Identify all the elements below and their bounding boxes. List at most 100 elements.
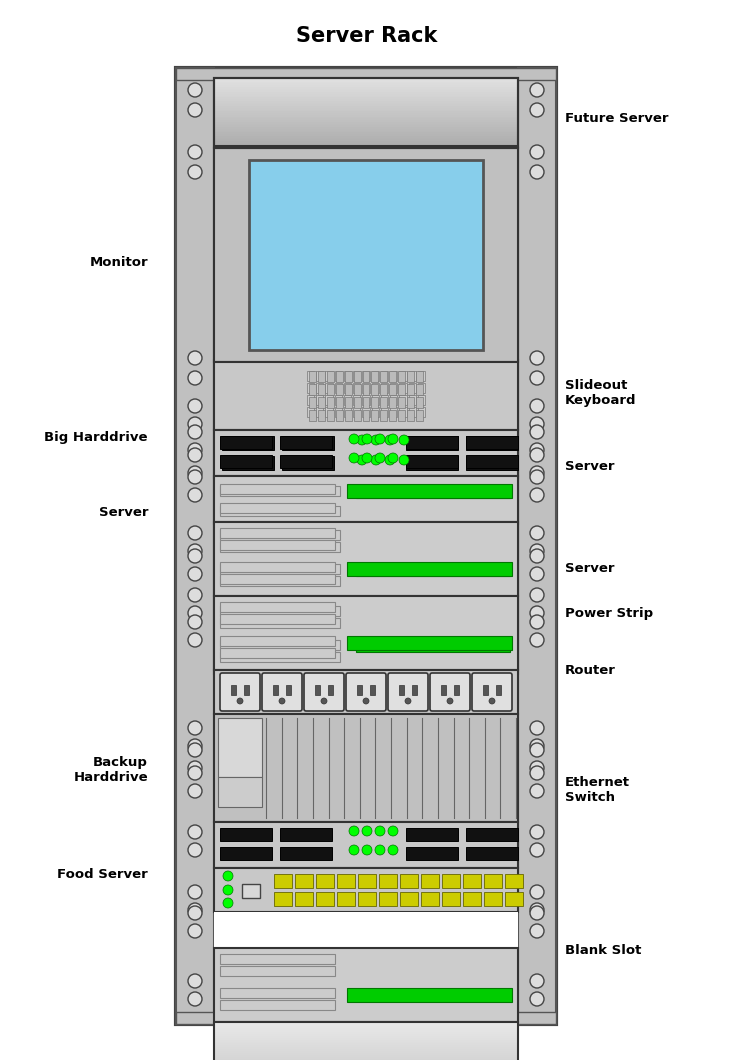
Circle shape: [385, 455, 395, 465]
Bar: [381, 371, 388, 381]
Circle shape: [530, 526, 544, 540]
Bar: [214, 139, 518, 141]
Bar: [214, 714, 518, 822]
Bar: [466, 436, 518, 450]
Bar: [307, 395, 314, 405]
FancyBboxPatch shape: [388, 673, 428, 711]
Bar: [214, 1047, 518, 1049]
Bar: [335, 407, 342, 417]
Bar: [214, 112, 518, 113]
Bar: [220, 966, 335, 976]
Bar: [363, 398, 369, 408]
Bar: [214, 102, 518, 104]
Bar: [218, 718, 262, 777]
Bar: [325, 407, 333, 417]
Bar: [214, 148, 518, 363]
Bar: [344, 395, 351, 405]
Bar: [463, 893, 481, 906]
Bar: [214, 128, 518, 130]
Bar: [371, 410, 379, 421]
Bar: [363, 395, 370, 405]
Bar: [325, 383, 333, 393]
Bar: [318, 371, 325, 382]
Bar: [505, 874, 523, 888]
Bar: [214, 1054, 518, 1055]
Bar: [345, 410, 352, 421]
Bar: [344, 407, 351, 417]
Circle shape: [279, 697, 285, 704]
Circle shape: [188, 448, 202, 462]
Bar: [220, 636, 335, 646]
Bar: [316, 371, 324, 381]
Bar: [274, 893, 292, 906]
Bar: [220, 606, 340, 616]
Circle shape: [349, 434, 359, 444]
Text: Future Server: Future Server: [565, 111, 669, 124]
Bar: [214, 670, 518, 714]
Bar: [214, 143, 518, 144]
Circle shape: [530, 103, 544, 117]
Bar: [389, 384, 396, 395]
Bar: [381, 395, 388, 405]
Bar: [214, 82, 518, 84]
Bar: [406, 455, 458, 469]
Bar: [214, 912, 518, 948]
Text: Food Server: Food Server: [57, 868, 148, 882]
Bar: [316, 874, 334, 888]
Circle shape: [530, 448, 544, 462]
Bar: [483, 685, 488, 695]
Bar: [466, 828, 518, 841]
Bar: [214, 100, 518, 102]
Bar: [399, 371, 407, 381]
Bar: [214, 78, 518, 1018]
Text: Router: Router: [565, 665, 616, 677]
Bar: [214, 105, 518, 107]
Bar: [280, 436, 332, 449]
Bar: [466, 847, 518, 860]
Circle shape: [530, 443, 544, 457]
Bar: [371, 398, 379, 408]
Bar: [214, 108, 518, 110]
Bar: [214, 110, 518, 112]
Bar: [242, 884, 260, 898]
Bar: [416, 398, 423, 408]
Bar: [416, 371, 423, 382]
Circle shape: [371, 455, 381, 465]
Circle shape: [223, 885, 233, 895]
Circle shape: [530, 488, 544, 502]
Circle shape: [188, 739, 202, 753]
Bar: [380, 371, 388, 382]
Bar: [309, 371, 316, 382]
Circle shape: [362, 826, 372, 836]
Bar: [220, 540, 335, 550]
Bar: [389, 410, 396, 421]
Bar: [220, 506, 340, 516]
Bar: [214, 78, 518, 80]
Bar: [400, 874, 418, 888]
Circle shape: [530, 83, 544, 98]
Bar: [214, 478, 518, 524]
Circle shape: [362, 453, 372, 463]
Bar: [214, 144, 518, 146]
Bar: [307, 407, 314, 417]
Bar: [370, 685, 375, 695]
Circle shape: [375, 845, 385, 855]
Bar: [399, 398, 405, 408]
Bar: [399, 395, 407, 405]
Bar: [214, 132, 518, 134]
Circle shape: [371, 435, 381, 445]
Bar: [214, 124, 518, 125]
Bar: [220, 530, 340, 540]
Bar: [335, 383, 342, 393]
Bar: [214, 104, 518, 106]
Circle shape: [188, 526, 202, 540]
Circle shape: [188, 615, 202, 629]
Bar: [220, 485, 340, 496]
Circle shape: [321, 697, 327, 704]
Circle shape: [188, 843, 202, 856]
Bar: [214, 90, 518, 92]
Bar: [214, 363, 518, 430]
Bar: [214, 124, 518, 125]
Bar: [354, 384, 360, 395]
Circle shape: [188, 924, 202, 938]
